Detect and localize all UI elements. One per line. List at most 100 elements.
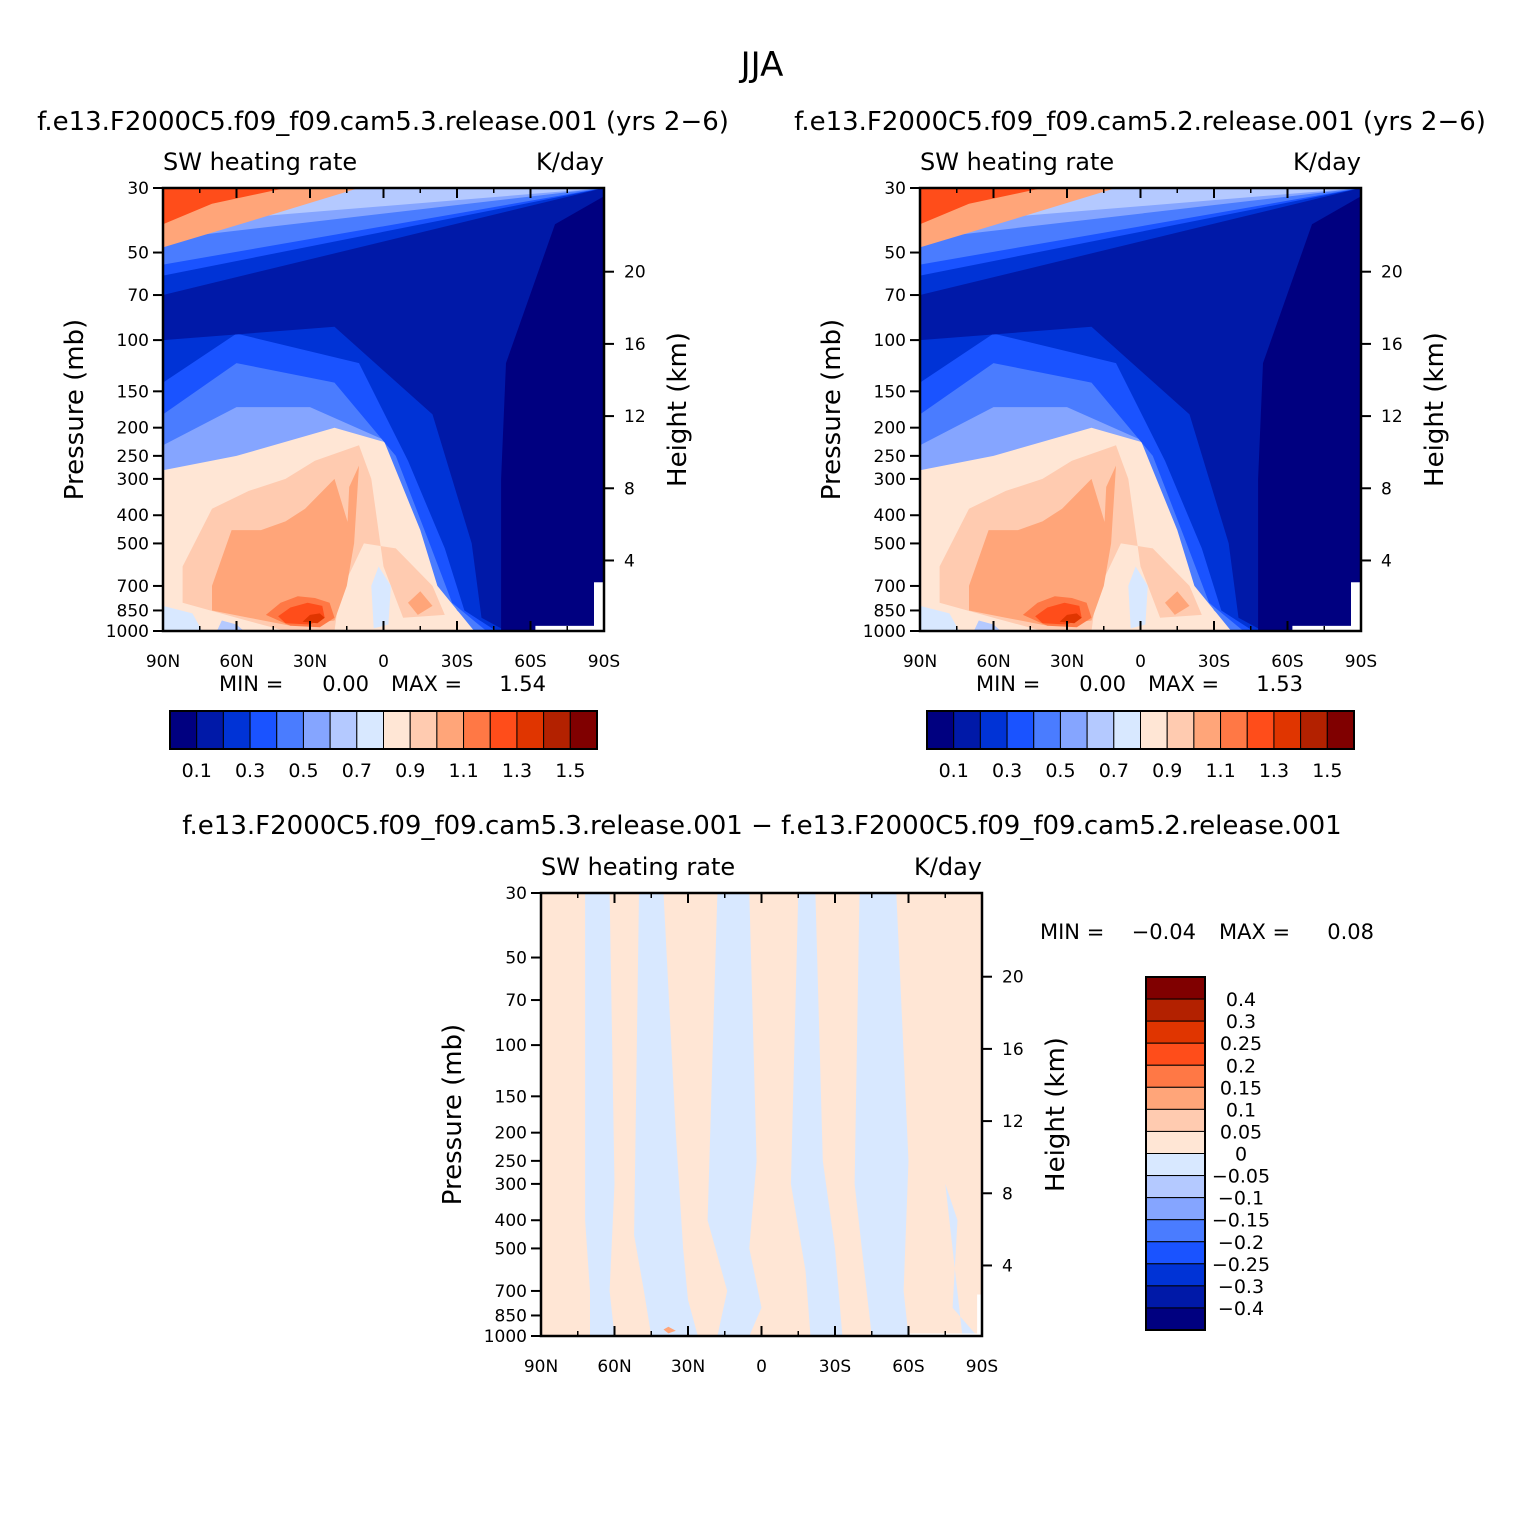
colorbar-label: 1.3 [502,760,532,782]
colorbar-cell [1145,1219,1206,1243]
colorbar-label: 0.1 [939,760,969,782]
colorbar-cell [1145,1241,1206,1265]
colorbar-label: 0 [1235,1144,1247,1166]
colorbar-cell [1326,710,1355,750]
y-tick-label: 200 [117,419,149,439]
height-tick-label: 8 [624,479,635,499]
height-axis-label: Height (km) [1041,1037,1071,1192]
x-tick-label: 60S [892,1357,924,1377]
colorbar-cell [1145,1175,1206,1199]
x-tick-label: 90S [966,1357,998,1377]
colorbar-cell [1145,976,1206,1000]
colorbar-cell [1166,710,1195,750]
field-cool [371,566,391,629]
height-tick-label: 12 [1002,1112,1024,1132]
y-tick-label: 1000 [106,622,149,642]
colorbar-cell [1145,1285,1206,1309]
max-label: MAX = [1219,920,1290,944]
height-tick-label: 16 [624,335,646,355]
y-tick-label: 1000 [484,1327,527,1347]
x-tick-label: 30N [1050,652,1084,672]
x-tick-label: 30S [1198,652,1230,672]
field-warm [1103,465,1116,544]
max-value: 1.54 [499,672,546,696]
colorbar-cell [356,710,384,750]
colorbar-cell [1193,710,1222,750]
x-tick-label: 60S [514,652,546,672]
field-cool [163,605,203,631]
y-tick-label: 700 [874,577,906,597]
colorbar-cell [409,710,438,750]
colorbar-cell [1086,710,1115,750]
colorbar-label: 0.9 [395,760,425,782]
colorbar-label: 0.05 [1220,1121,1262,1143]
y-tick-label: 700 [495,1282,527,1302]
x-tick-label: 0 [1135,652,1146,672]
panel-left: f.e13.F2000C5.f09_f09.cam5.3.release.001… [37,107,729,782]
y-tick-label: 30 [505,884,527,904]
colorbar-cell [1145,1307,1206,1331]
field-group [920,188,1363,631]
colorbar-cell [276,710,304,750]
y-tick-label: 1000 [863,622,906,642]
y-tick-label: 850 [117,601,149,621]
colorbar-cell [489,710,518,750]
colorbar-cell [1140,710,1168,750]
colorbar-cell [926,710,955,750]
y-tick-label: 500 [874,534,906,554]
field-neg [854,893,909,1336]
colorbar-cell [979,710,1008,750]
height-tick-label: 8 [1002,1184,1013,1204]
y-tick-label: 850 [495,1306,527,1326]
y-tick-label: 50 [127,244,149,264]
colorbar-cell [516,710,545,750]
colorbar-label: 1.5 [1312,760,1342,782]
y-tick-label: 200 [495,1124,527,1144]
y-tick-label: 400 [874,506,906,526]
colorbar-cell [302,710,331,750]
y-tick-label: 300 [874,470,906,490]
x-tick-label: 60N [597,1357,631,1377]
y-tick-label: 70 [884,286,906,306]
y-tick-label: 500 [495,1239,527,1259]
field-warm [969,478,1112,626]
field-cool [1128,566,1148,629]
colorbar-cell [1145,1020,1206,1044]
colorbar-cell [1273,710,1302,750]
field-warm [1165,591,1190,615]
colorbar-label: −0.1 [1218,1188,1264,1210]
colorbar-cell [1006,710,1035,750]
x-tick-label: 30S [441,652,473,672]
colorbar-cell [569,710,598,750]
height-tick-label: 8 [1381,479,1392,499]
y-tick-label: 400 [117,506,149,526]
min-label: MIN = [1040,920,1104,944]
height-tick-label: 4 [1381,551,1392,571]
height-axis-label: Height (km) [1420,332,1450,487]
y-tick-label: 150 [874,382,906,402]
colorbar-label: 0.3 [992,760,1022,782]
colorbar-cell [1113,710,1141,750]
colorbar-label: −0.25 [1212,1254,1270,1276]
colorbar-cell [1145,1042,1206,1066]
colorbar-label: 0.15 [1220,1077,1262,1099]
colorbar-label: 0.5 [1045,760,1075,782]
colorbar-label: 0.2 [1226,1055,1256,1077]
x-tick-label: 90N [903,652,937,672]
colorbar-label: 0.4 [1226,989,1256,1011]
max-label: MAX = [1148,672,1219,696]
min-label: MIN = [976,672,1040,696]
colorbar-cell [1300,710,1328,750]
case-title: f.e13.F2000C5.f09_f09.cam5.3.release.001… [37,107,729,137]
x-tick-label: 60N [219,652,253,672]
field-neg [945,1183,978,1336]
colorbar-label: 0.1 [182,760,212,782]
colorbar-cell [1246,710,1275,750]
variable-label: SW heating rate [163,148,357,176]
min-label: MIN = [219,672,283,696]
colorbar-label: 1.3 [1259,760,1289,782]
colorbar-label: −0.15 [1212,1210,1270,1232]
colorbar-label: 0.25 [1220,1033,1262,1055]
y-tick-label: 700 [117,577,149,597]
field-band [163,188,286,225]
